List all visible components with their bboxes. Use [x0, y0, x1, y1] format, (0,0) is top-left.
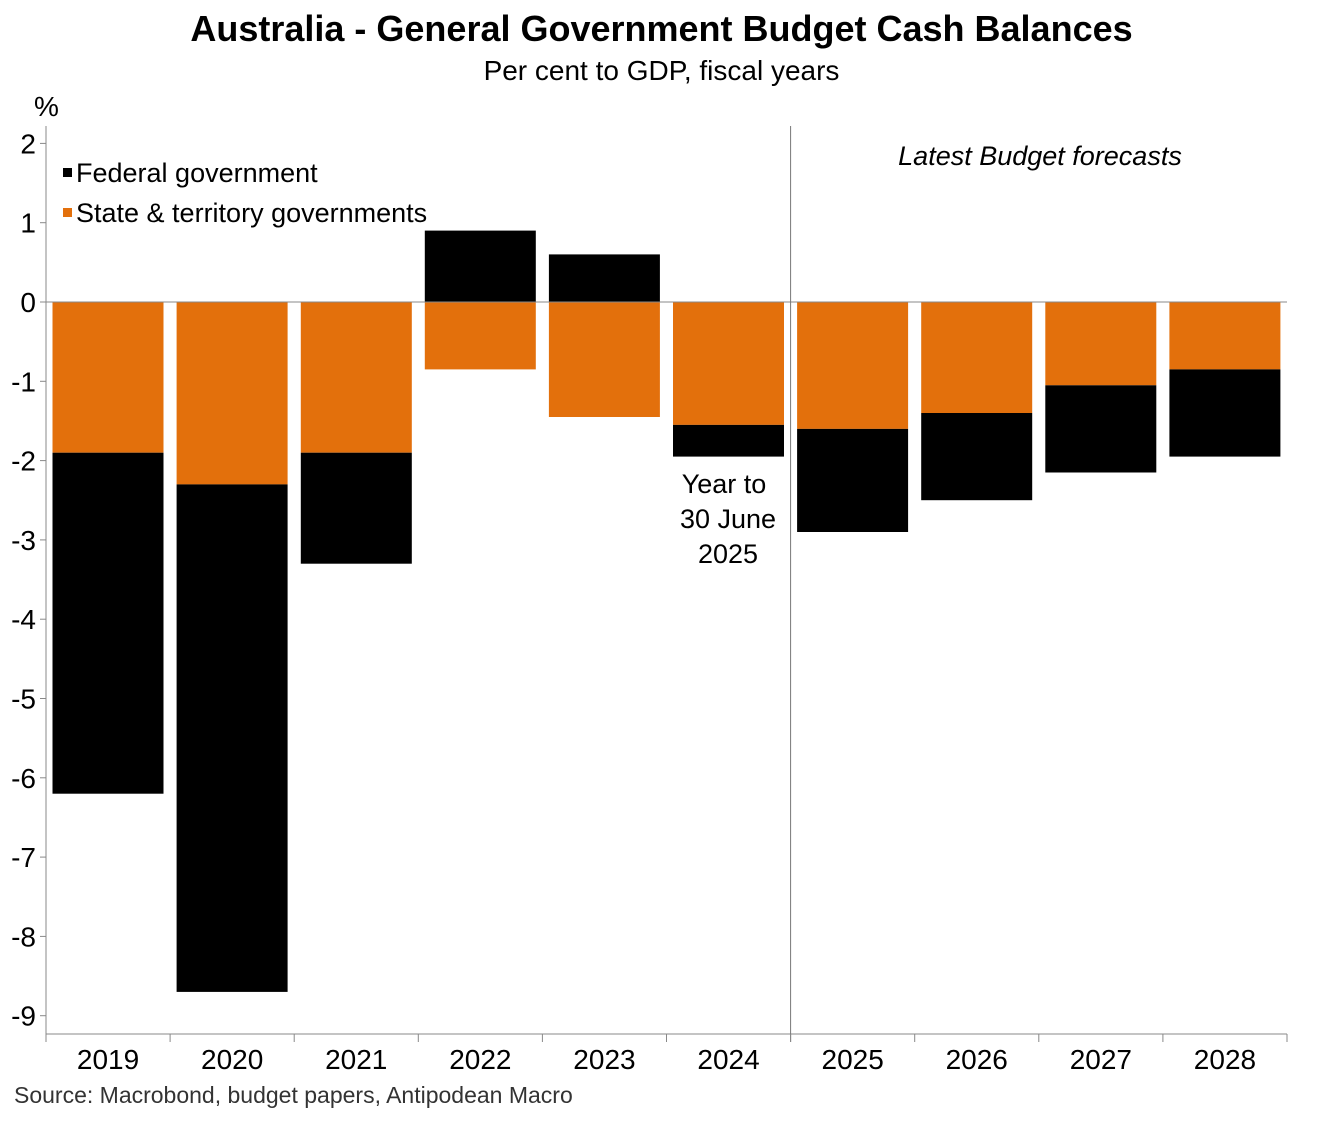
bar-state-2022	[424, 302, 536, 370]
x-tick-label: 2025	[822, 1044, 884, 1075]
x-tick-label: 2020	[201, 1044, 263, 1075]
x-tick-label: 2027	[1070, 1044, 1132, 1075]
bar-federal-2028	[1169, 369, 1281, 457]
bar-state-2026	[921, 302, 1033, 413]
y-tick-label: -4	[11, 604, 36, 635]
legend-swatch-state	[63, 208, 72, 217]
x-tick-label: 2023	[573, 1044, 635, 1075]
forecast-annotation: Latest Budget forecasts	[898, 141, 1182, 171]
bar-state-2028	[1169, 302, 1281, 370]
bars-group	[52, 230, 1281, 992]
y-tick-label: -3	[11, 525, 36, 556]
source-note: Source: Macrobond, budget papers, Antipo…	[14, 1082, 573, 1108]
y-tick-label: -5	[11, 684, 36, 715]
y-tick-label: -2	[11, 446, 36, 477]
y-axis-unit-label: %	[34, 91, 59, 122]
x-tick-label: 2019	[77, 1044, 139, 1075]
chart-title: Australia - General Government Budget Ca…	[190, 8, 1133, 49]
y-tick-label: -6	[11, 763, 36, 794]
bar-state-2024	[673, 302, 784, 425]
bar-federal-2027	[1045, 385, 1157, 473]
bar-state-2025	[797, 302, 909, 429]
legend: Federal government State & territory gov…	[63, 158, 427, 228]
bar-federal-2026	[921, 413, 1033, 501]
y-tick-label: 1	[20, 208, 36, 239]
bar-federal-2020	[176, 484, 288, 992]
bar-state-2027	[1045, 302, 1157, 386]
y-tick-label: 0	[20, 287, 36, 318]
bar-federal-2021	[300, 452, 412, 564]
y-tick-label: -8	[11, 921, 36, 952]
bar-state-2021	[300, 302, 412, 453]
y-tick-label: 2	[20, 128, 36, 159]
axes-group: 2 1 0 -1 -2 -3 -4 -5 -6 -7 -8 -9 2019 2020 2021 2022 202…	[11, 126, 1288, 1075]
year-note-line-3: 2025	[698, 539, 758, 569]
bar-federal-2024	[673, 424, 784, 457]
bar-federal-2025	[797, 428, 909, 532]
bar-federal-2023	[548, 254, 660, 302]
bar-state-2023	[548, 302, 660, 417]
x-tick-label: 2021	[325, 1044, 387, 1075]
bar-federal-2022	[424, 230, 536, 302]
bar-state-2020	[176, 302, 288, 485]
y-tick-label: -9	[11, 1001, 36, 1032]
y-tick-label: -1	[11, 366, 36, 397]
y-tick-label: -7	[11, 842, 36, 873]
legend-label-federal: Federal government	[76, 158, 318, 188]
year-note-line-2: 30 June	[680, 504, 776, 534]
year-note-line-1: Year to	[682, 469, 767, 499]
x-tick-label: 2024	[697, 1044, 759, 1075]
x-tick-label: 2028	[1194, 1044, 1256, 1075]
legend-label-state: State & territory governments	[76, 198, 427, 228]
bar-state-2019	[52, 302, 164, 453]
legend-swatch-federal	[63, 168, 72, 177]
bar-federal-2019	[52, 452, 164, 794]
x-tick-label: 2022	[449, 1044, 511, 1075]
x-tick-label: 2026	[946, 1044, 1008, 1075]
chart-subtitle: Per cent to GDP, fiscal years	[483, 55, 840, 86]
